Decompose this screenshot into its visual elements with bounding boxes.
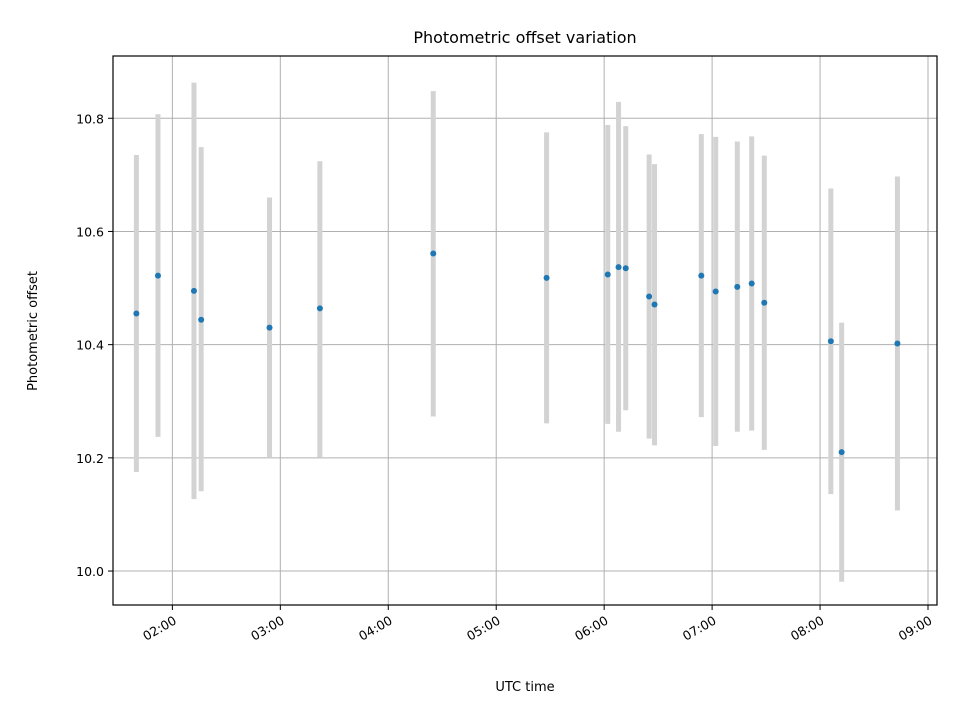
y-tick-label: 10.4 xyxy=(76,338,104,353)
x-tick-label: 07:00 xyxy=(680,613,719,644)
data-point xyxy=(838,449,845,456)
grid xyxy=(113,56,937,605)
data-point xyxy=(543,274,550,281)
data-point xyxy=(604,271,611,278)
data-point xyxy=(430,250,437,257)
x-tick-label: 06:00 xyxy=(572,613,611,644)
plot-frame xyxy=(112,55,938,606)
data-point xyxy=(154,272,161,279)
y-axis-label: Photometric offset xyxy=(26,271,41,391)
data-point xyxy=(266,324,273,331)
data-points xyxy=(133,250,901,456)
data-point xyxy=(894,340,901,347)
data-point xyxy=(133,310,140,317)
y-axis-ticks: 10.0 10.2 10.4 10.6 10.8 xyxy=(76,111,113,579)
chart-title: Photometric offset variation xyxy=(413,28,636,47)
data-point xyxy=(615,264,622,271)
y-tick-label: 10.8 xyxy=(76,111,104,126)
x-tick-label: 02:00 xyxy=(140,613,179,644)
x-axis-ticks: 02:00 03:00 04:00 05:00 06:00 07:00 08:00 09:00 xyxy=(140,605,935,644)
y-tick-label: 10.6 xyxy=(76,224,104,239)
y-tick-label: 10.2 xyxy=(76,451,104,466)
x-tick-label: 05:00 xyxy=(464,613,503,644)
data-point xyxy=(827,338,834,345)
data-point xyxy=(748,280,755,287)
data-point xyxy=(316,305,323,312)
data-point xyxy=(198,316,205,323)
errorbars xyxy=(133,82,900,582)
data-point xyxy=(734,283,741,290)
data-point xyxy=(651,301,658,308)
x-tick-label: 09:00 xyxy=(896,613,935,644)
x-tick-label: 03:00 xyxy=(248,613,287,644)
data-point xyxy=(761,299,768,306)
data-point xyxy=(712,288,719,295)
y-tick-label: 10.0 xyxy=(76,564,104,579)
data-point xyxy=(646,293,653,300)
data-point xyxy=(698,272,705,279)
data-point xyxy=(190,287,197,294)
x-tick-label: 04:00 xyxy=(356,613,395,644)
x-tick-label: 08:00 xyxy=(788,613,827,644)
x-axis-label: UTC time xyxy=(495,680,554,695)
data-point xyxy=(622,265,629,272)
